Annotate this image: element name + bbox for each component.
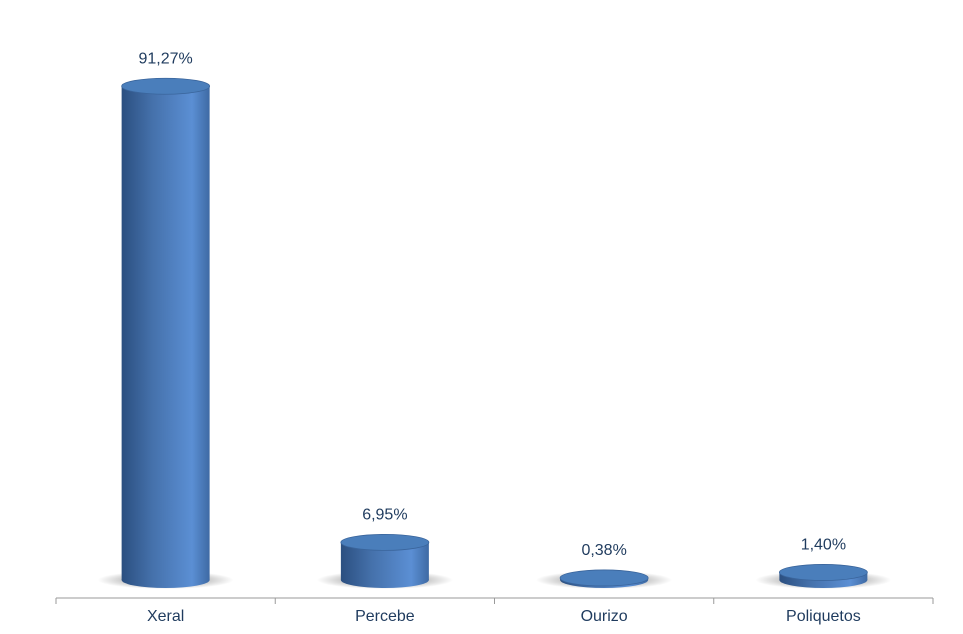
x-tick-label: Percebe [355, 608, 415, 625]
x-tick-label: Poliquetos [786, 608, 861, 625]
bar [121, 86, 210, 580]
bar-top [121, 77, 211, 95]
data-label: 6,95% [362, 507, 407, 524]
x-tick-label: Ourizo [581, 608, 628, 625]
data-label: 1,40% [801, 537, 846, 554]
x-tick-label: Xeral [147, 608, 184, 625]
bar-top [559, 569, 649, 587]
bar-top [340, 534, 430, 551]
data-label: 0,38% [581, 542, 626, 559]
bar-top [778, 564, 868, 581]
data-label: 91,27% [138, 50, 192, 67]
